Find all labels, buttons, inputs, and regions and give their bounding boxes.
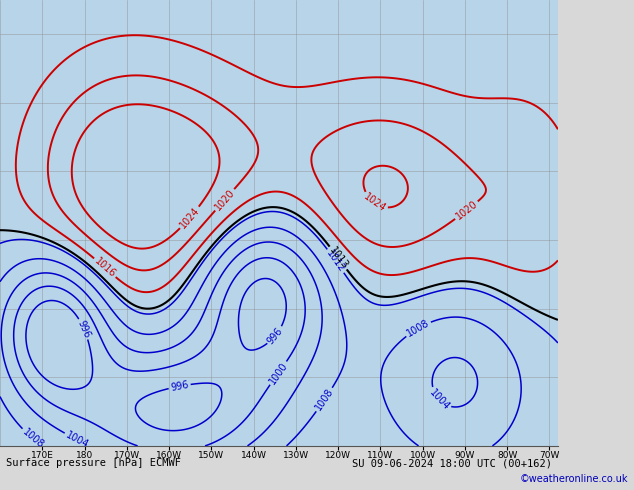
Text: 1012: 1012: [325, 248, 347, 274]
Text: 1024: 1024: [178, 205, 202, 230]
Text: 1000: 1000: [267, 360, 289, 386]
Text: SU 09-06-2024 18:00 UTC (00+162): SU 09-06-2024 18:00 UTC (00+162): [352, 458, 552, 468]
Text: 1004: 1004: [64, 430, 91, 450]
Text: 996: 996: [266, 325, 285, 346]
Text: Surface pressure [hPa] ECMWF: Surface pressure [hPa] ECMWF: [6, 458, 181, 468]
Text: 1016: 1016: [93, 256, 117, 279]
Text: 1013: 1013: [327, 245, 349, 271]
Text: 1020: 1020: [454, 199, 479, 222]
Text: 1004: 1004: [427, 387, 451, 412]
Text: 1008: 1008: [313, 387, 335, 413]
Text: 996: 996: [75, 318, 92, 340]
Text: 996: 996: [170, 380, 190, 393]
Text: 1020: 1020: [213, 187, 236, 212]
Text: ©weatheronline.co.uk: ©weatheronline.co.uk: [519, 474, 628, 484]
Text: 1008: 1008: [20, 427, 46, 450]
Text: 1024: 1024: [361, 192, 387, 214]
Text: 1008: 1008: [405, 318, 431, 339]
